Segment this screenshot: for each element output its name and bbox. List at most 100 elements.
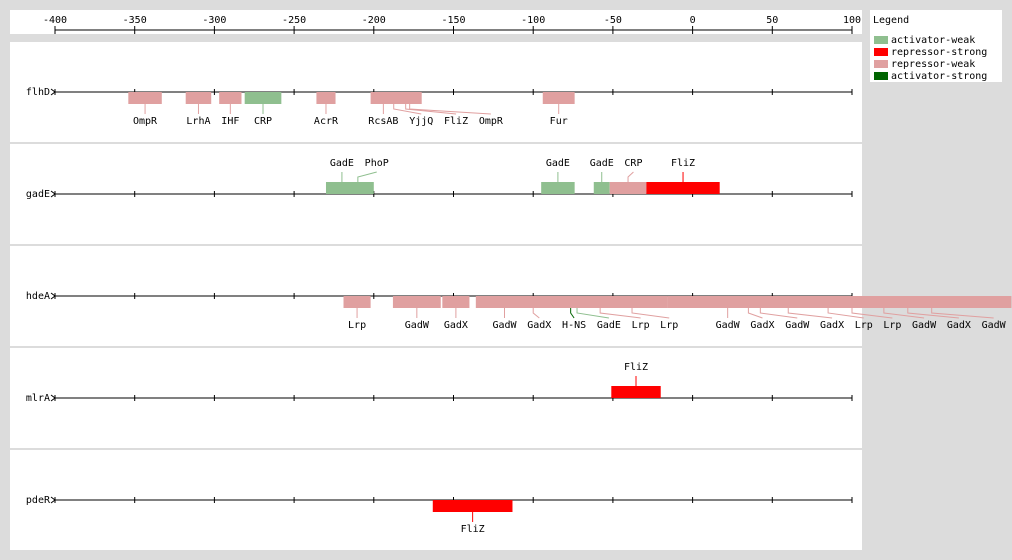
- site-box: [343, 296, 371, 308]
- x-tick-label: 50: [766, 15, 778, 26]
- track-name: flhD: [26, 87, 50, 98]
- legend-label: activator-weak: [891, 35, 975, 46]
- site-label: PhoP: [365, 158, 389, 169]
- site-label: OmpR: [479, 116, 504, 127]
- site-box: [609, 182, 647, 194]
- legend-box: [870, 10, 1002, 82]
- x-tick-label: -50: [604, 15, 622, 26]
- site-box: [593, 182, 610, 194]
- leader-line: [599, 308, 641, 319]
- legend-title: Legend: [873, 15, 909, 26]
- site-label: RcsAB: [368, 116, 398, 127]
- site-label: GadX: [527, 320, 551, 331]
- site-label: Lrp: [632, 320, 650, 331]
- site-label: FliZ: [461, 524, 485, 535]
- legend-swatch: [874, 72, 888, 80]
- site-label: GadX: [820, 320, 844, 331]
- leader-line: [883, 308, 925, 319]
- site-box: [341, 182, 374, 194]
- track-name: pdeR: [26, 495, 51, 506]
- legend-swatch: [874, 60, 888, 68]
- site-box: [611, 386, 661, 398]
- site-box: [392, 296, 441, 308]
- site-label: GadX: [444, 320, 468, 331]
- leader-line: [532, 308, 540, 319]
- leader-line: [576, 308, 609, 319]
- site-box: [646, 182, 720, 194]
- legend-swatch: [874, 48, 888, 56]
- track-name: hdeA: [26, 291, 50, 302]
- x-tick-label: -250: [282, 15, 306, 26]
- site-label: OmpR: [133, 116, 158, 127]
- site-label: GadW: [716, 320, 741, 331]
- legend-label: activator-strong: [891, 71, 987, 82]
- x-tick-label: 100: [843, 15, 861, 26]
- legend-label: repressor-weak: [891, 59, 975, 70]
- site-label: GadE: [330, 158, 354, 169]
- site-label: GadW: [982, 320, 1007, 331]
- site-label: GadW: [492, 320, 517, 331]
- site-label: GadE: [597, 320, 621, 331]
- leader-line: [405, 104, 457, 115]
- site-label: GadW: [405, 320, 430, 331]
- site-box: [128, 92, 162, 104]
- site-label: Lrp: [855, 320, 873, 331]
- track-name: mlrA: [26, 393, 50, 404]
- site-label: YjjQ: [409, 116, 433, 127]
- leader-line: [393, 104, 422, 115]
- site-box: [397, 92, 422, 104]
- site-box: [219, 92, 242, 104]
- site-box: [541, 182, 575, 194]
- site-box: [542, 92, 575, 104]
- site-label: FliZ: [624, 362, 648, 373]
- site-box: [316, 92, 336, 104]
- site-label: GadX: [750, 320, 774, 331]
- leader-line: [747, 308, 763, 319]
- site-box: [185, 92, 212, 104]
- site-label: GadW: [785, 320, 810, 331]
- leader-line: [931, 308, 994, 319]
- site-box: [244, 92, 282, 104]
- leader-line: [627, 171, 634, 182]
- x-tick-label: 0: [690, 15, 696, 26]
- site-label: AcrR: [314, 116, 339, 127]
- leader-line: [409, 104, 491, 115]
- site-label: GadE: [590, 158, 614, 169]
- site-box: [442, 296, 470, 308]
- site-box: [432, 500, 513, 512]
- leader-line: [570, 308, 575, 319]
- site-label: LrhA: [186, 116, 210, 127]
- site-label: GadW: [912, 320, 937, 331]
- legend-swatch: [874, 36, 888, 44]
- x-tick-label: -200: [362, 15, 386, 26]
- x-tick-label: -400: [43, 15, 67, 26]
- site-label: Lrp: [348, 320, 366, 331]
- leader-line: [851, 308, 893, 319]
- site-label: GadX: [947, 320, 971, 331]
- leader-line: [759, 308, 798, 319]
- site-label: FliZ: [444, 116, 468, 127]
- leader-line: [357, 171, 377, 182]
- site-label: CRP: [254, 116, 272, 127]
- x-tick-label: -150: [441, 15, 465, 26]
- site-label: Fur: [550, 116, 568, 127]
- legend-label: repressor-strong: [891, 47, 987, 58]
- site-label: FliZ: [671, 158, 695, 169]
- x-tick-label: -100: [521, 15, 545, 26]
- site-box: [852, 296, 1012, 308]
- leader-line: [631, 308, 670, 319]
- site-label: Lrp: [883, 320, 901, 331]
- site-label: GadE: [546, 158, 570, 169]
- leader-line: [787, 308, 833, 319]
- site-label: CRP: [624, 158, 642, 169]
- track-name: gadE: [26, 189, 50, 200]
- x-tick-label: -300: [202, 15, 226, 26]
- x-tick-label: -350: [123, 15, 147, 26]
- site-box: [596, 296, 668, 308]
- site-label: IHF: [221, 116, 239, 127]
- site-label: Lrp: [660, 320, 678, 331]
- leader-line: [827, 308, 864, 319]
- site-label: H-NS: [562, 320, 586, 331]
